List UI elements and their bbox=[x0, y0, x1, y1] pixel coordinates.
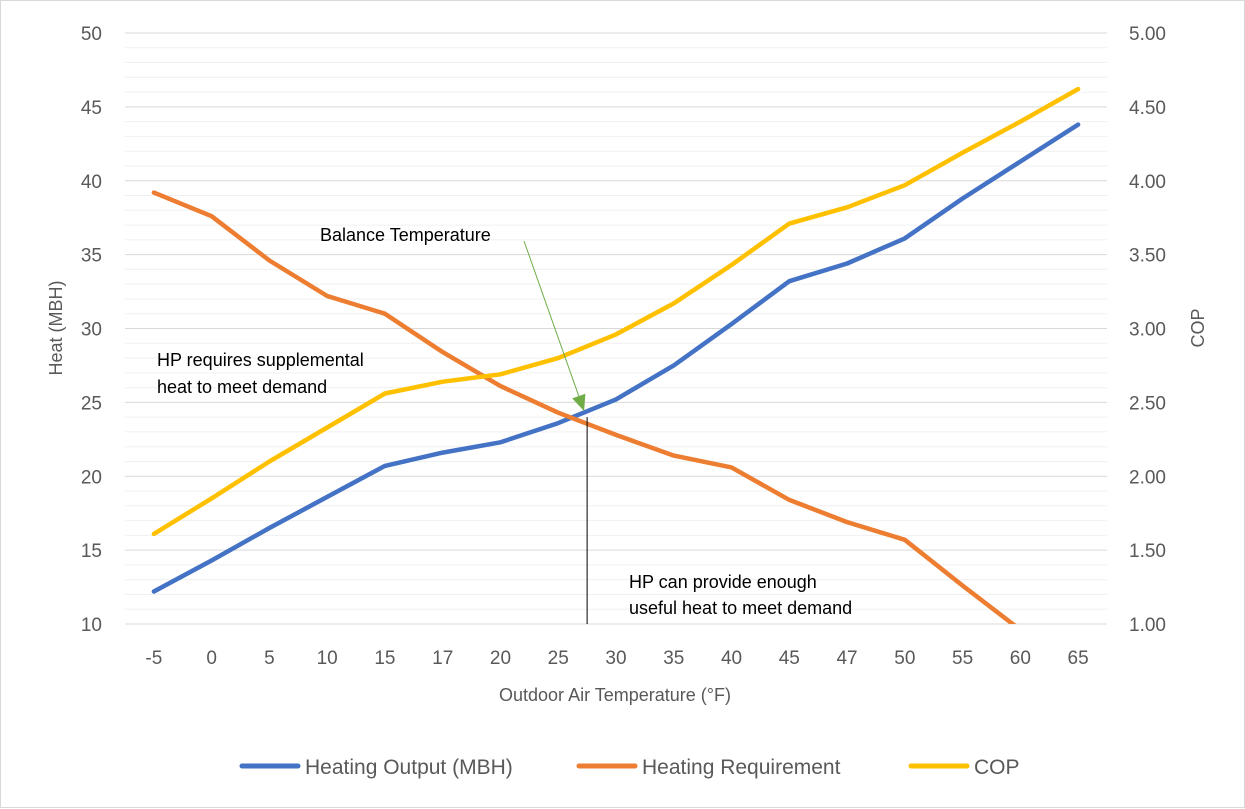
x-tick-labels: -5 0 5 10 15 17 20 25 30 35 40 45 47 50 55 60 65 bbox=[145, 648, 1088, 669]
left-y-tick-label: 20 bbox=[81, 467, 102, 488]
balance-temperature-arrow bbox=[523, 240, 580, 397]
enough-heat-note-line-2: useful heat to meet demand bbox=[629, 598, 852, 618]
legend: Heating Output (MBH) Heating Requirement C… bbox=[239, 756, 1020, 779]
right-y-tick-label: 1.50 bbox=[1129, 541, 1166, 562]
x-axis-title: Outdoor Air Temperature (°F) bbox=[499, 685, 731, 705]
x-tick-label: 20 bbox=[490, 648, 511, 669]
x-tick-label: 25 bbox=[548, 648, 569, 669]
x-tick-label: 30 bbox=[605, 648, 626, 669]
right-y-tick-label: 4.50 bbox=[1129, 98, 1166, 119]
left-y-axis-title: Heat (MBH) bbox=[46, 280, 66, 375]
series-lines bbox=[151, 86, 1081, 624]
right-y-tick-label: 3.00 bbox=[1129, 320, 1166, 341]
x-tick-label: 45 bbox=[779, 648, 800, 669]
enough-heat-note: HP can provide enough useful heat to mee… bbox=[629, 572, 852, 618]
series-line-heating-output-mbh bbox=[151, 122, 1081, 594]
enough-heat-note-line-1: HP can provide enough bbox=[629, 572, 817, 592]
left-y-tick-labels: 10 15 20 25 30 35 40 45 50 bbox=[81, 24, 102, 636]
left-y-tick-label: 10 bbox=[81, 615, 102, 636]
balance-temperature-label: Balance Temperature bbox=[320, 225, 491, 245]
x-tick-label: 15 bbox=[374, 648, 395, 669]
legend-label: Heating Output (MBH) bbox=[305, 756, 513, 779]
x-tick-label: 47 bbox=[836, 648, 857, 669]
x-tick-label: 65 bbox=[1068, 648, 1089, 669]
left-y-tick-label: 25 bbox=[81, 393, 102, 414]
gridlines bbox=[125, 32, 1107, 625]
x-tick-label: -5 bbox=[145, 648, 162, 669]
right-y-tick-label: 4.00 bbox=[1129, 172, 1166, 193]
left-y-tick-label: 30 bbox=[81, 320, 102, 341]
left-y-tick-label: 40 bbox=[81, 172, 102, 193]
series-line-cop bbox=[151, 86, 1081, 537]
x-tick-label: 17 bbox=[432, 648, 453, 669]
x-tick-label: 40 bbox=[721, 648, 742, 669]
legend-label: COP bbox=[974, 756, 1020, 779]
legend-label: Heating Requirement bbox=[642, 756, 841, 779]
right-y-tick-label: 5.00 bbox=[1129, 24, 1166, 45]
x-tick-label: 10 bbox=[317, 648, 338, 669]
series-line-heating-requirement bbox=[151, 190, 1017, 624]
x-tick-label: 0 bbox=[206, 648, 217, 669]
right-y-tick-labels: 1.00 1.50 2.00 2.50 3.00 3.50 4.00 4.50 5.00 bbox=[1129, 24, 1166, 636]
balance-temperature-arrowhead bbox=[572, 393, 586, 412]
right-y-tick-label: 2.50 bbox=[1129, 393, 1166, 414]
right-y-tick-label: 3.50 bbox=[1129, 246, 1166, 267]
right-y-tick-label: 2.00 bbox=[1129, 467, 1166, 488]
supplemental-heat-note-line-1: HP requires supplemental bbox=[157, 350, 364, 370]
supplemental-heat-note-line-2: heat to meet demand bbox=[157, 377, 327, 397]
left-y-tick-label: 35 bbox=[81, 246, 102, 267]
left-y-tick-label: 15 bbox=[81, 541, 102, 562]
right-y-tick-label: 1.00 bbox=[1129, 615, 1166, 636]
x-tick-label: 55 bbox=[952, 648, 973, 669]
x-tick-label: 5 bbox=[264, 648, 275, 669]
x-tick-label: 60 bbox=[1010, 648, 1031, 669]
right-y-axis-title: COP bbox=[1188, 308, 1208, 347]
x-tick-label: 50 bbox=[894, 648, 915, 669]
left-y-tick-label: 50 bbox=[81, 24, 102, 45]
supplemental-heat-note: HP requires supplemental heat to meet de… bbox=[157, 350, 369, 397]
x-tick-label: 35 bbox=[663, 648, 684, 669]
left-y-tick-label: 45 bbox=[81, 98, 102, 119]
